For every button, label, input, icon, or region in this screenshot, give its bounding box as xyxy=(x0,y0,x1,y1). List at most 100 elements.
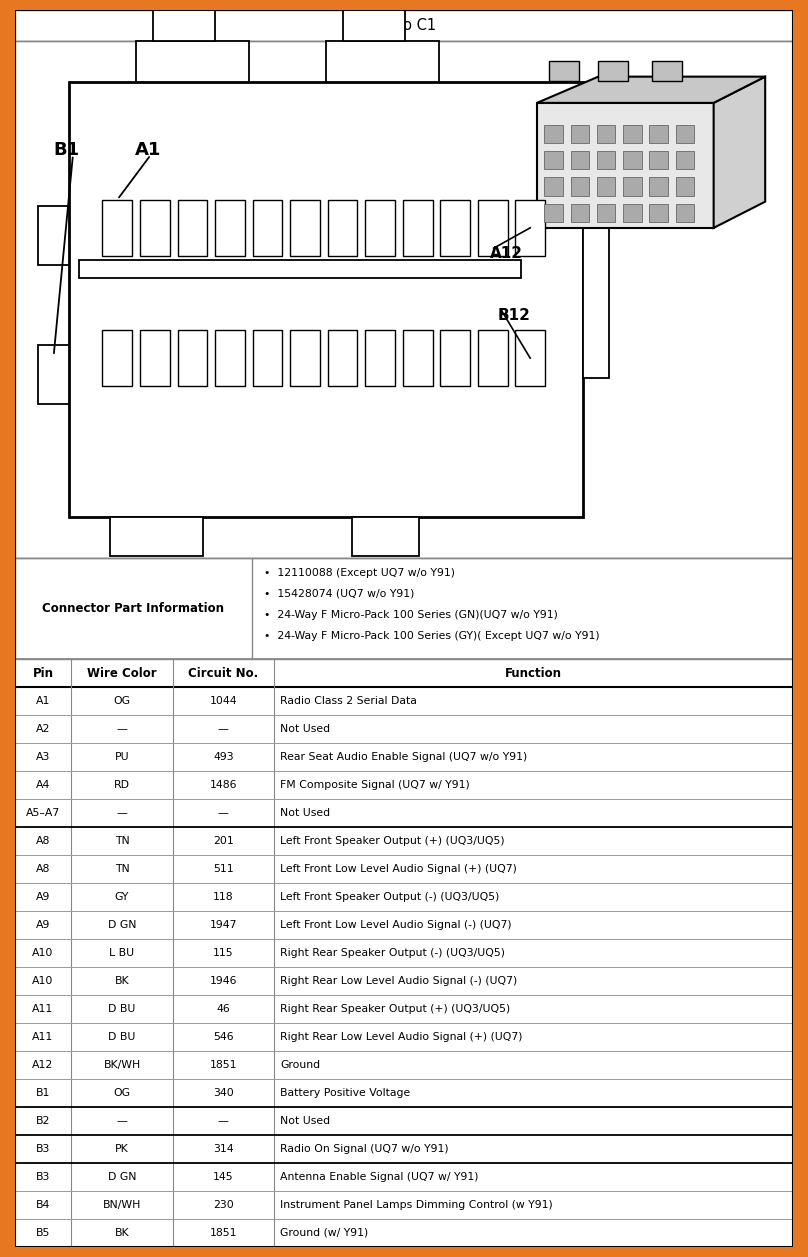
Text: D GN: D GN xyxy=(107,1172,137,1182)
Text: A1: A1 xyxy=(135,141,162,158)
Bar xyxy=(516,329,545,386)
Bar xyxy=(103,200,133,256)
Bar xyxy=(15,1163,793,1190)
Text: GY: GY xyxy=(115,892,129,903)
Text: Circuit No.: Circuit No. xyxy=(188,667,259,680)
Text: Left Front Speaker Output (-) (UQ3/UQ5): Left Front Speaker Output (-) (UQ3/UQ5) xyxy=(280,892,499,903)
Text: Not Used: Not Used xyxy=(280,1116,330,1126)
Text: 1851: 1851 xyxy=(209,1228,237,1238)
Bar xyxy=(15,799,793,827)
Text: A3: A3 xyxy=(36,753,50,762)
Polygon shape xyxy=(537,77,765,103)
Bar xyxy=(253,200,283,256)
Bar xyxy=(549,60,579,80)
Bar xyxy=(15,688,793,715)
Text: Radio Class 2 Serial Data: Radio Class 2 Serial Data xyxy=(280,696,417,706)
Text: A5–A7: A5–A7 xyxy=(26,808,60,818)
Bar xyxy=(178,329,208,386)
Bar xyxy=(328,200,357,256)
Bar xyxy=(15,772,793,799)
Bar xyxy=(675,124,694,143)
Bar xyxy=(478,200,507,256)
Text: 46: 46 xyxy=(217,1004,230,1014)
Bar xyxy=(140,329,170,386)
Text: Radio On Signal (UQ7 w/o Y91): Radio On Signal (UQ7 w/o Y91) xyxy=(280,1144,448,1154)
Bar xyxy=(15,1190,793,1219)
Text: B2: B2 xyxy=(36,1116,50,1126)
Bar xyxy=(326,40,440,83)
Text: Ground: Ground xyxy=(280,1060,320,1070)
Text: Right Rear Speaker Output (+) (UQ3/UQ5): Right Rear Speaker Output (+) (UQ3/UQ5) xyxy=(280,1004,511,1014)
Bar xyxy=(15,41,793,558)
Text: —: — xyxy=(218,1116,229,1126)
Text: 340: 340 xyxy=(213,1089,234,1099)
Text: Not Used: Not Used xyxy=(280,724,330,734)
Bar xyxy=(15,715,793,743)
Text: A8: A8 xyxy=(36,836,50,846)
Text: 230: 230 xyxy=(213,1200,234,1210)
Text: Rear Seat Audio Enable Signal (UQ7 w/o Y91): Rear Seat Audio Enable Signal (UQ7 w/o Y… xyxy=(280,753,528,762)
Bar xyxy=(15,996,793,1023)
Bar xyxy=(597,124,615,143)
Bar xyxy=(675,177,694,196)
Text: Right Rear Speaker Output (-) (UQ3/UQ5): Right Rear Speaker Output (-) (UQ3/UQ5) xyxy=(280,948,505,958)
Bar xyxy=(15,10,793,41)
Text: A12: A12 xyxy=(490,246,523,261)
Bar xyxy=(15,1079,793,1107)
Bar xyxy=(343,6,406,40)
Text: Left Front Low Level Audio Signal (+) (UQ7): Left Front Low Level Audio Signal (+) (U… xyxy=(280,865,517,875)
Bar xyxy=(545,204,562,221)
Text: D BU: D BU xyxy=(108,1004,136,1014)
Bar xyxy=(38,346,69,403)
Text: Battery Positive Voltage: Battery Positive Voltage xyxy=(280,1089,410,1099)
Text: A9: A9 xyxy=(36,892,50,903)
Text: A11: A11 xyxy=(32,1032,53,1042)
Text: 546: 546 xyxy=(213,1032,234,1042)
Bar xyxy=(623,204,642,221)
Bar xyxy=(15,558,793,660)
Bar xyxy=(15,827,793,855)
Text: BK: BK xyxy=(115,1228,129,1238)
Text: Connector Part Information: Connector Part Information xyxy=(42,602,225,615)
Text: •  12110088 (Except UQ7 w/o Y91): • 12110088 (Except UQ7 w/o Y91) xyxy=(263,568,455,578)
Bar xyxy=(570,204,589,221)
Text: 1947: 1947 xyxy=(209,920,237,930)
Bar xyxy=(15,939,793,967)
Text: Right Rear Low Level Audio Signal (-) (UQ7): Right Rear Low Level Audio Signal (-) (U… xyxy=(280,977,517,987)
Bar xyxy=(15,1219,793,1247)
Bar xyxy=(15,1051,793,1079)
Text: 145: 145 xyxy=(213,1172,234,1182)
Text: A4: A4 xyxy=(36,781,50,791)
Text: Function: Function xyxy=(505,667,562,680)
Text: D GN: D GN xyxy=(107,920,137,930)
Text: B4: B4 xyxy=(36,1200,50,1210)
Bar xyxy=(478,329,507,386)
Bar xyxy=(15,855,793,884)
Text: —: — xyxy=(218,724,229,734)
Text: 201: 201 xyxy=(213,836,234,846)
Bar xyxy=(597,177,615,196)
Text: B3: B3 xyxy=(36,1172,50,1182)
Text: A12: A12 xyxy=(32,1060,53,1070)
Bar xyxy=(650,177,667,196)
Bar xyxy=(652,60,682,80)
Text: A10: A10 xyxy=(32,977,53,987)
Text: B1: B1 xyxy=(36,1089,50,1099)
Bar xyxy=(215,200,245,256)
Bar xyxy=(545,124,562,143)
Text: A8: A8 xyxy=(36,865,50,875)
Bar xyxy=(650,204,667,221)
Bar xyxy=(136,40,249,83)
Bar xyxy=(623,151,642,170)
Text: L BU: L BU xyxy=(109,948,135,958)
Text: OG: OG xyxy=(114,1089,131,1099)
Text: A2: A2 xyxy=(36,724,50,734)
Text: 1044: 1044 xyxy=(209,696,237,706)
Bar xyxy=(583,226,609,377)
Bar xyxy=(597,151,615,170)
Bar xyxy=(140,200,170,256)
Bar xyxy=(570,124,589,143)
Bar xyxy=(365,200,395,256)
Bar xyxy=(516,200,545,256)
Bar xyxy=(15,884,793,911)
